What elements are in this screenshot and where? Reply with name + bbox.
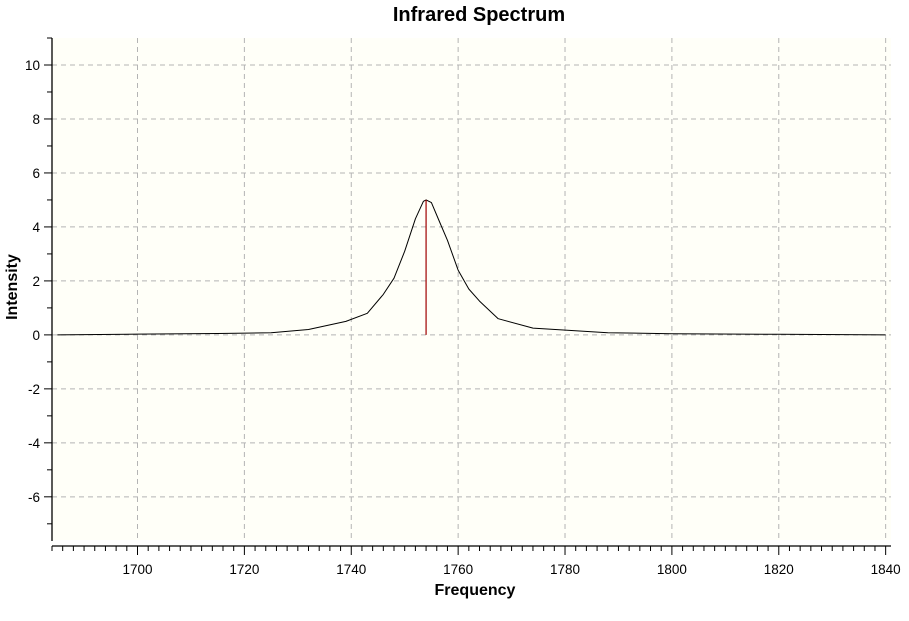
x-tick-label: 1720 (229, 562, 259, 577)
y-tick-label: 0 (32, 328, 40, 343)
y-tick-label: 6 (32, 166, 40, 181)
x-tick-label: 1800 (657, 562, 687, 577)
plot-area (52, 38, 891, 540)
y-tick-label: 2 (32, 274, 40, 289)
x-tick-label: 1820 (764, 562, 794, 577)
x-axis-ticks: 1700 1720 1740 1760 1780 1800 1820 1840 (51, 546, 901, 577)
spectrum-line (57, 199, 886, 336)
y-tick-label: -2 (28, 382, 40, 397)
x-tick-label: 1760 (443, 562, 473, 577)
chart-title: Infrared Spectrum (393, 4, 565, 26)
x-tick-label: 1740 (336, 562, 366, 577)
y-axis-label: Intensity (4, 254, 21, 320)
x-tick-label: 1700 (122, 562, 152, 577)
grid-lines (52, 38, 891, 540)
x-tick-label: 1840 (871, 562, 901, 577)
axes (51, 38, 891, 547)
data-series (57, 199, 886, 336)
y-tick-label: 8 (32, 112, 40, 127)
y-tick-label: 4 (32, 220, 40, 235)
y-tick-label: 10 (25, 58, 40, 73)
x-axis-label: Frequency (435, 582, 516, 599)
y-tick-label: -4 (28, 436, 40, 451)
x-tick-label: 1780 (550, 562, 580, 577)
y-axis-ticks: -6 -4 -2 0 2 4 6 8 10 (25, 37, 52, 525)
y-tick-label: -6 (28, 490, 40, 505)
